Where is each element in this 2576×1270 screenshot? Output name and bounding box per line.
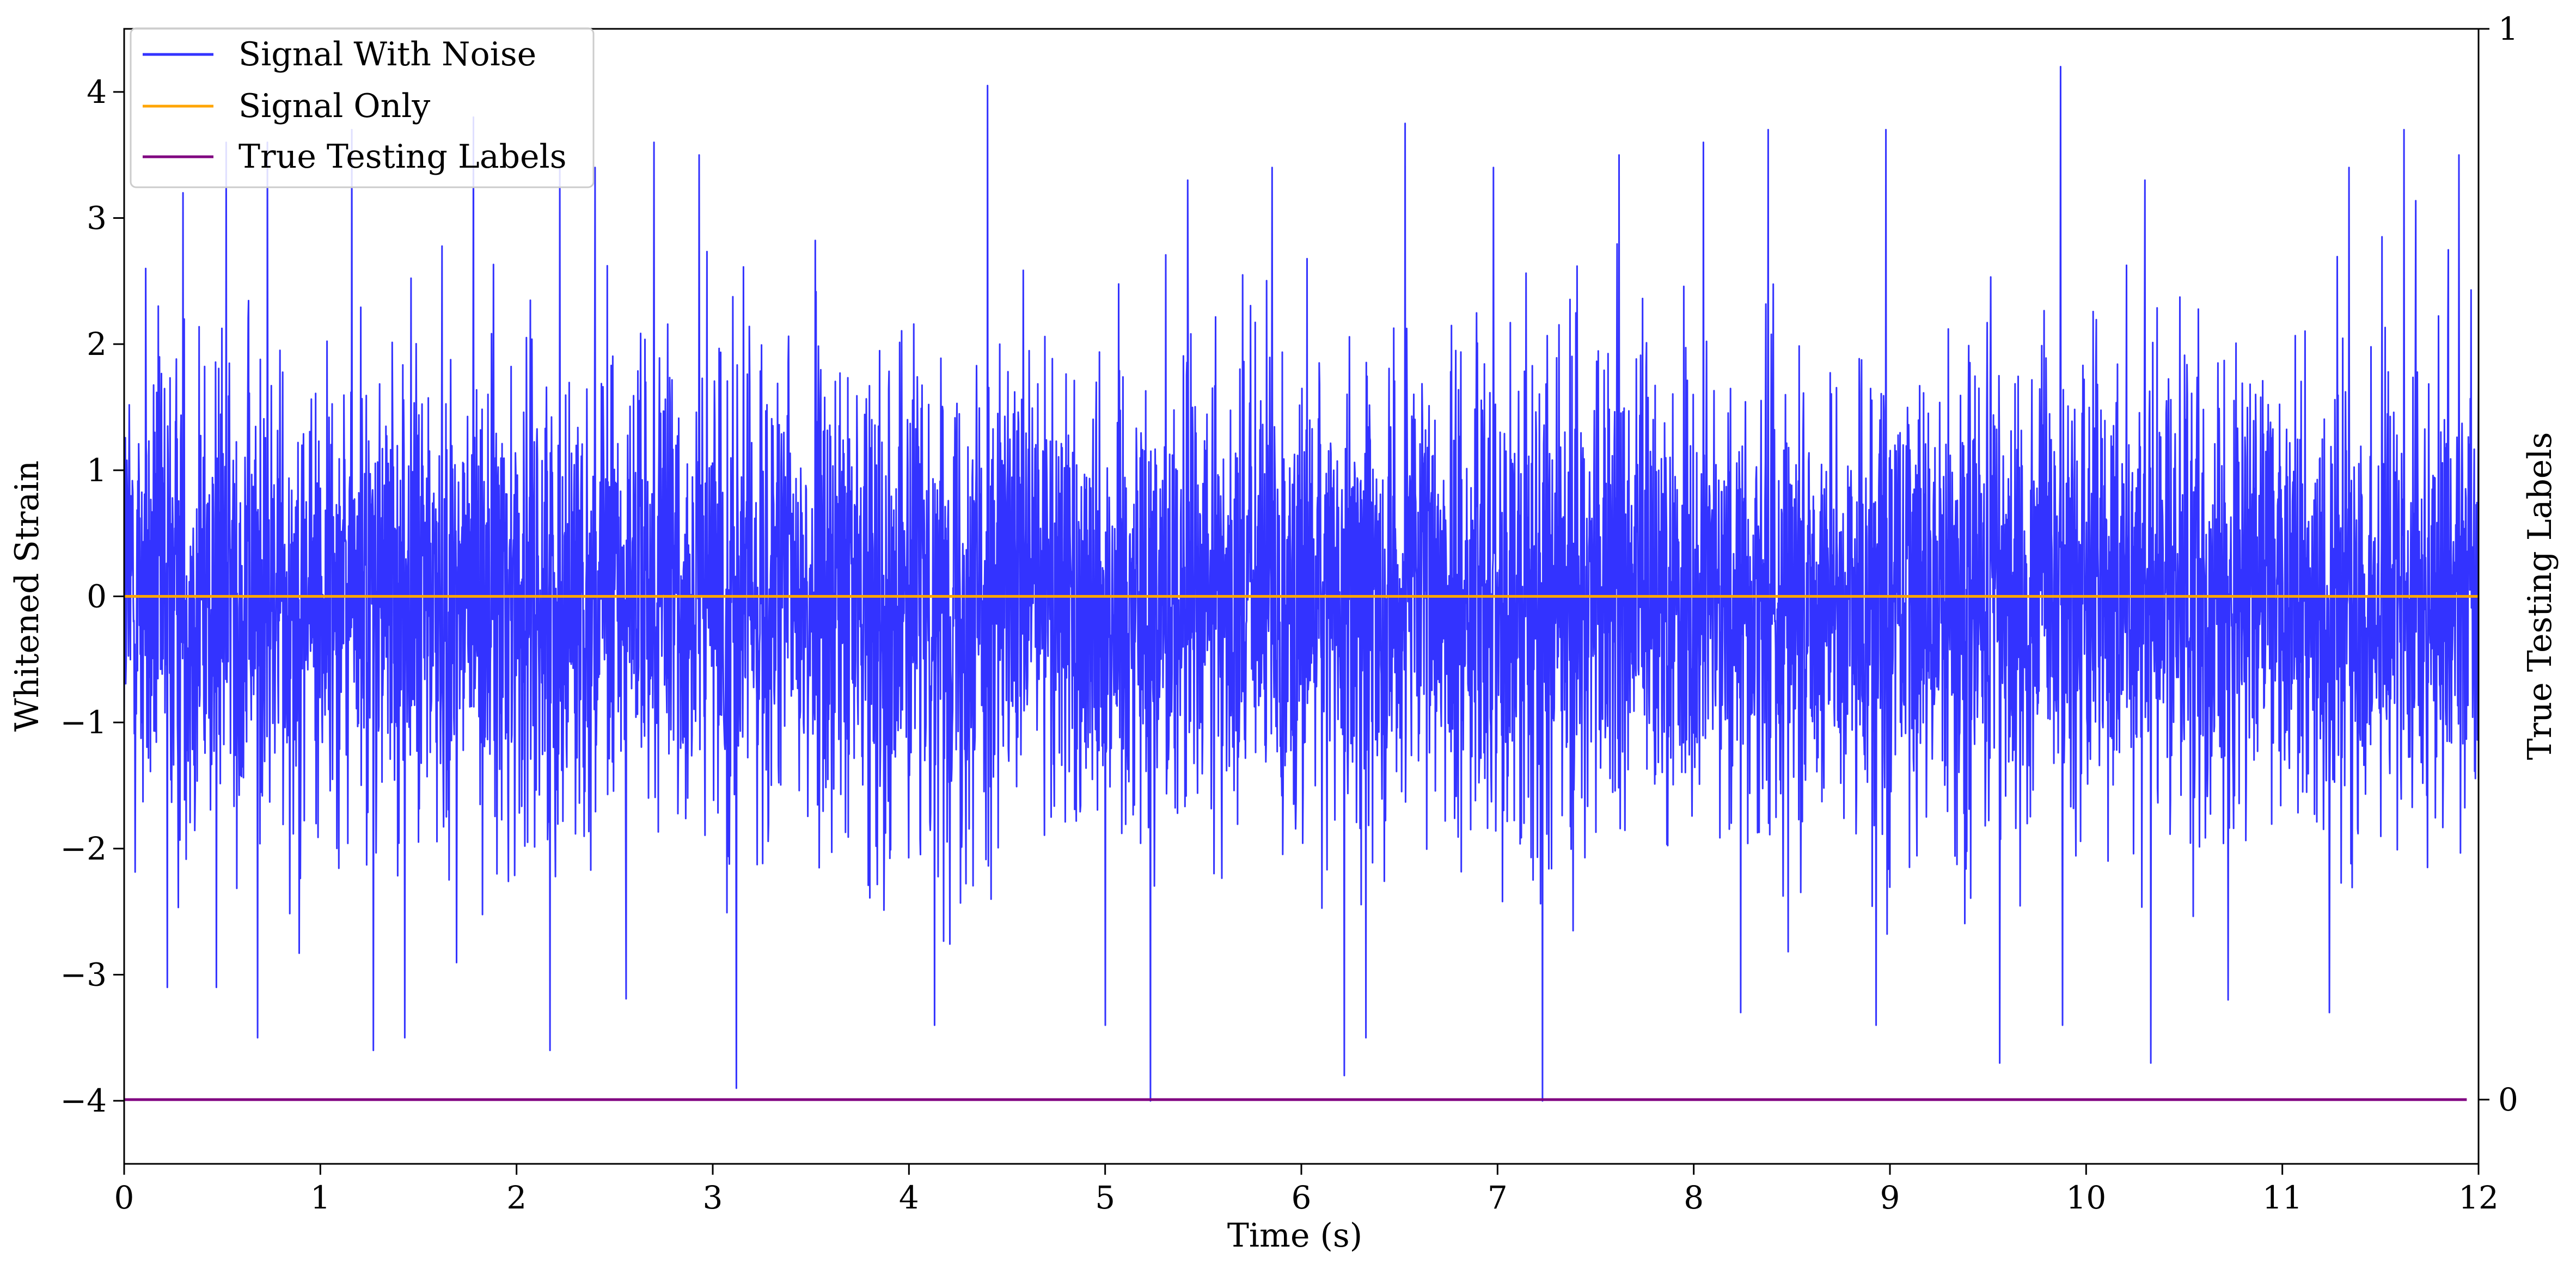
y-tick-label: −4 [60,1082,107,1119]
legend: Signal With Noise Signal Only True Testi… [130,27,595,188]
y2-axis-ticks: 01 [2479,10,2518,1118]
y-tick-label: −1 [60,704,107,741]
x-tick-label: 5 [1095,1179,1115,1216]
y-axis-label: Whitened Strain [8,461,46,732]
x-tick-label: 1 [310,1179,331,1216]
y-tick-label: 2 [87,326,107,363]
legend-label-true-testing-labels: True Testing Labels [238,138,567,176]
x-tick-label: 6 [1292,1179,1312,1216]
y-tick-label: 4 [87,73,107,111]
x-tick-label: 0 [114,1179,134,1216]
signal-with-noise-series [123,66,2480,1102]
reference-lines [124,595,2479,1101]
legend-box [130,27,595,188]
y-tick-label: 3 [87,200,107,237]
x-tick-label: 4 [899,1179,919,1216]
x-axis-ticks: 0 1 2 3 4 5 6 7 8 9 10 11 12 [114,1164,2499,1216]
x-tick-label: 12 [2458,1179,2499,1216]
x-tick-label: 2 [506,1179,527,1216]
x-tick-label: 8 [1684,1179,1704,1216]
y-tick-label: −2 [60,830,107,867]
legend-label-signal-with-noise: Signal With Noise [238,35,536,73]
signal-with-noise-line [123,66,2480,1102]
y2-axis-label: True Testing Labels [2521,432,2559,760]
x-tick-label: 11 [2262,1179,2303,1216]
y-tick-label: −3 [60,956,107,993]
x-tick-label: 10 [2066,1179,2106,1216]
y-tick-label: 0 [87,578,107,615]
x-tick-label: 3 [703,1179,723,1216]
legend-label-signal-only: Signal Only [238,87,430,125]
y-axis-ticks: −4 −3 −2 −1 0 1 2 3 4 [60,73,124,1119]
y2-tick-label: 0 [2498,1081,2518,1118]
y2-tick-label: 1 [2498,10,2518,47]
y-tick-label: 1 [87,452,107,489]
x-tick-label: 9 [1880,1179,1900,1216]
x-tick-label: 7 [1488,1179,1508,1216]
x-axis-label: Time (s) [1227,1217,1362,1255]
